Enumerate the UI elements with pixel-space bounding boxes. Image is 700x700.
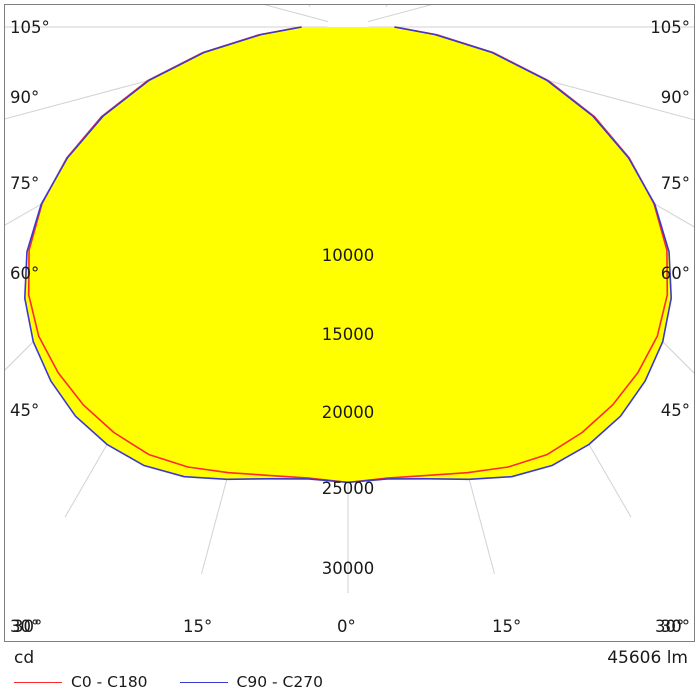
axis-label-bottom-0: 0°	[337, 617, 356, 636]
legend-entry-c0-c180[interactable]: C0 - C180	[14, 673, 148, 691]
ring-label-10000: 10000	[321, 246, 375, 265]
legend-label-c90-c270: C90 - C270	[236, 673, 323, 691]
axis-label-bottom-15-right: 15°	[492, 617, 522, 636]
curve-c90-c270	[23, 26, 673, 484]
polar-plot-svg	[5, 5, 694, 593]
axis-label-bottom-15-left: 15°	[183, 617, 213, 636]
chart-footer: cd 45606 lm C0 - C180 C90 - C270	[0, 644, 700, 700]
axis-label-right-60: 60°	[660, 264, 690, 283]
axis-label-left-75: 75°	[10, 174, 40, 193]
distribution-curves	[23, 26, 673, 484]
ring-label-30000: 30000	[321, 559, 375, 578]
axis-label-bottom-30-left: 30°	[13, 617, 43, 636]
unit-label: cd	[14, 648, 35, 668]
axis-label-right-30: 30°	[660, 617, 690, 636]
ring-label-25000: 25000	[321, 479, 375, 498]
axis-label-right-45: 45°	[660, 401, 690, 420]
legend-entry-c90-c270[interactable]: C90 - C270	[179, 673, 323, 691]
grid-spoke	[263, 5, 329, 23]
axis-label-right-105: 105°	[650, 18, 690, 37]
legend-line-swatch-c0-c180	[14, 681, 62, 683]
axis-label-right-75: 75°	[660, 174, 690, 193]
luminous-flux-value: 45606 lm	[607, 648, 688, 668]
distribution-fill-area	[24, 27, 672, 483]
plot-area	[4, 4, 695, 642]
ring-label-15000: 15000	[321, 325, 375, 344]
axis-label-left-90: 90°	[10, 88, 40, 107]
grid-ring	[308, 5, 388, 8]
ring-label-20000: 20000	[321, 403, 375, 422]
grid-spoke	[367, 5, 433, 23]
axis-label-right-90: 90°	[660, 88, 690, 107]
axis-label-left-60: 60°	[10, 264, 40, 283]
legend: C0 - C180 C90 - C270	[14, 673, 355, 691]
axis-label-left-30: 30°	[10, 617, 40, 636]
axis-label-left-45: 45°	[10, 401, 40, 420]
legend-label-c0-c180: C0 - C180	[71, 673, 148, 691]
distribution-fill	[24, 27, 672, 483]
axis-label-left-105: 105°	[10, 18, 50, 37]
legend-line-swatch-c90-c270	[179, 681, 228, 683]
axis-label-bottom-30-right: 30°	[655, 617, 685, 636]
